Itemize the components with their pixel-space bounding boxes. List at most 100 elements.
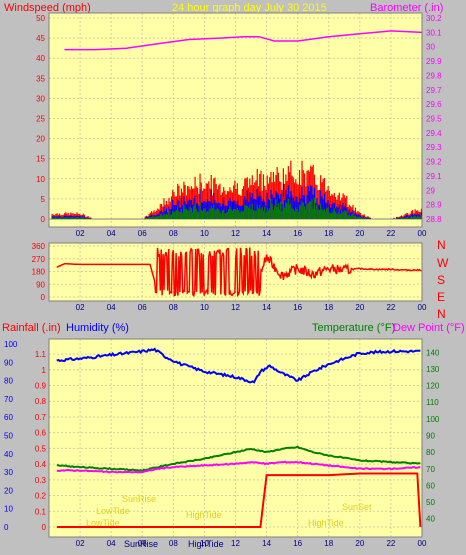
y-tick-wind-25: 25 <box>36 115 45 124</box>
y-tick-baro-29.7: 29.7 <box>426 86 442 95</box>
y-tick-wind-45: 45 <box>36 34 45 43</box>
y-tick-humidity-90: 90 <box>4 358 13 367</box>
y-tick-wind-35: 35 <box>36 74 45 83</box>
x-tick-1-02: 02 <box>76 303 85 312</box>
header-rainfall: Rainfall (.in) <box>2 322 61 334</box>
y-tick-rain-0.6: 0.6 <box>35 429 47 438</box>
y-tick-baro-29.3: 29.3 <box>426 143 442 152</box>
x-tick-1-22: 22 <box>386 303 395 312</box>
y-tick-rain-0.4: 0.4 <box>35 460 47 469</box>
y-tick-wind-30: 30 <box>36 94 45 103</box>
y-tick-temp-120: 120 <box>426 382 440 391</box>
y-tick-wind-10: 10 <box>36 175 45 184</box>
y-tick-temp-110: 110 <box>426 398 439 407</box>
x-tick-1-20: 20 <box>355 303 364 312</box>
y-tick-temp-80: 80 <box>426 448 435 457</box>
y-tick-rain-0.7: 0.7 <box>35 413 47 422</box>
y-tick-humidity-10: 10 <box>4 505 13 514</box>
dir-label-e: E <box>437 290 445 304</box>
x-tick-2-00: 00 <box>418 539 427 548</box>
y-tick-rain-0.9: 0.9 <box>35 382 47 391</box>
header-temperature: Temperature (°F) <box>312 322 395 334</box>
y-tick-rain-1: 1 <box>42 366 47 375</box>
y-tick-humidity-0: 0 <box>4 523 9 532</box>
x-tick-1-18: 18 <box>324 303 333 312</box>
tick-note-hightide: HighTide <box>188 539 224 549</box>
y-tick-wind-20: 20 <box>36 135 45 144</box>
y-tick-wind-0: 0 <box>41 215 46 224</box>
annotation-hightide: HighTide <box>186 510 222 520</box>
y-tick-baro-29.9: 29.9 <box>426 57 442 66</box>
y-tick-baro-28.9: 28.9 <box>426 201 442 210</box>
x-tick-0-20: 20 <box>355 229 364 238</box>
x-tick-0-08: 08 <box>169 229 178 238</box>
y-tick-humidity-20: 20 <box>4 486 13 495</box>
y-tick-baro-30: 30 <box>426 43 435 52</box>
y-tick-baro-28.8: 28.8 <box>426 215 442 224</box>
y-tick-temp-50: 50 <box>426 498 435 507</box>
y-tick-humidity-30: 30 <box>4 468 13 477</box>
x-tick-1-08: 08 <box>169 303 178 312</box>
y-tick-humidity-60: 60 <box>4 413 13 422</box>
x-tick-1-12: 12 <box>231 303 240 312</box>
y-tick-humidity-100: 100 <box>4 340 18 349</box>
x-tick-2-16: 16 <box>293 539 302 548</box>
panel-border-0 <box>48 12 423 228</box>
x-tick-0-12: 12 <box>231 229 240 238</box>
y-tick-rain-0.1: 0.1 <box>35 507 47 516</box>
series-dew-point---f--line <box>56 460 421 474</box>
y-tick-baro-29.4: 29.4 <box>426 129 442 138</box>
y-tick-temp-60: 60 <box>426 481 435 490</box>
y-tick-dir-0: 0 <box>41 293 46 302</box>
series-rainfall---in--line <box>56 472 422 528</box>
series-humidity-----line <box>56 347 421 384</box>
x-tick-1-06: 06 <box>138 303 147 312</box>
y-tick-dir-360: 360 <box>32 242 46 251</box>
y-tick-humidity-70: 70 <box>4 395 13 404</box>
panel-border-1 <box>48 242 423 302</box>
y-tick-wind-5: 5 <box>41 195 46 204</box>
y-tick-wind-50: 50 <box>36 14 45 23</box>
x-tick-0-10: 10 <box>200 229 209 238</box>
annotation-hightide-2: HighTide <box>308 518 344 528</box>
y-tick-baro-29.2: 29.2 <box>426 158 442 167</box>
y-tick-wind-15: 15 <box>36 155 45 164</box>
header-windspeed: Windspeed (mph) <box>4 2 91 14</box>
header-barometer: Barometer (.in) <box>370 2 443 14</box>
panel-border-2 <box>48 338 423 538</box>
x-tick-0-06: 06 <box>138 229 147 238</box>
axis-layer <box>48 12 423 538</box>
series-barometer-line <box>64 30 423 51</box>
y-tick-baro-30.2: 30.2 <box>426 14 442 23</box>
y-tick-temp-140: 140 <box>426 348 440 357</box>
x-tick-0-00: 00 <box>418 229 427 238</box>
header-humidity: Humidity (%) <box>66 322 129 334</box>
series-temperature---f--line <box>56 445 421 473</box>
series-layer <box>56 30 423 528</box>
y-tick-rain-0.5: 0.5 <box>35 444 47 453</box>
y-tick-temp-100: 100 <box>426 415 440 424</box>
x-tick-1-10: 10 <box>200 303 209 312</box>
annotation-lowtide: LowTide <box>96 506 130 516</box>
y-tick-rain-0: 0 <box>42 523 47 532</box>
y-tick-baro-29.5: 29.5 <box>426 115 442 124</box>
wind-bars-layer <box>51 160 422 219</box>
header-title: 24 hour graph day July 30 2015 <box>172 2 327 14</box>
series-wind-direction-line <box>56 247 422 298</box>
x-tick-1-00: 00 <box>418 303 427 312</box>
x-tick-1-16: 16 <box>293 303 302 312</box>
y-tick-baro-29.8: 29.8 <box>426 71 442 80</box>
x-tick-0-16: 16 <box>293 229 302 238</box>
x-tick-1-14: 14 <box>262 303 271 312</box>
y-tick-baro-29.6: 29.6 <box>426 100 442 109</box>
x-tick-0-14: 14 <box>262 229 271 238</box>
dir-label-n: N <box>437 238 446 252</box>
y-tick-baro-30.1: 30.1 <box>426 28 442 37</box>
x-tick-0-22: 22 <box>386 229 395 238</box>
y-tick-rain-1.1: 1.1 <box>35 350 47 359</box>
y-tick-temp-130: 130 <box>426 365 440 374</box>
x-tick-2-18: 18 <box>324 539 333 548</box>
